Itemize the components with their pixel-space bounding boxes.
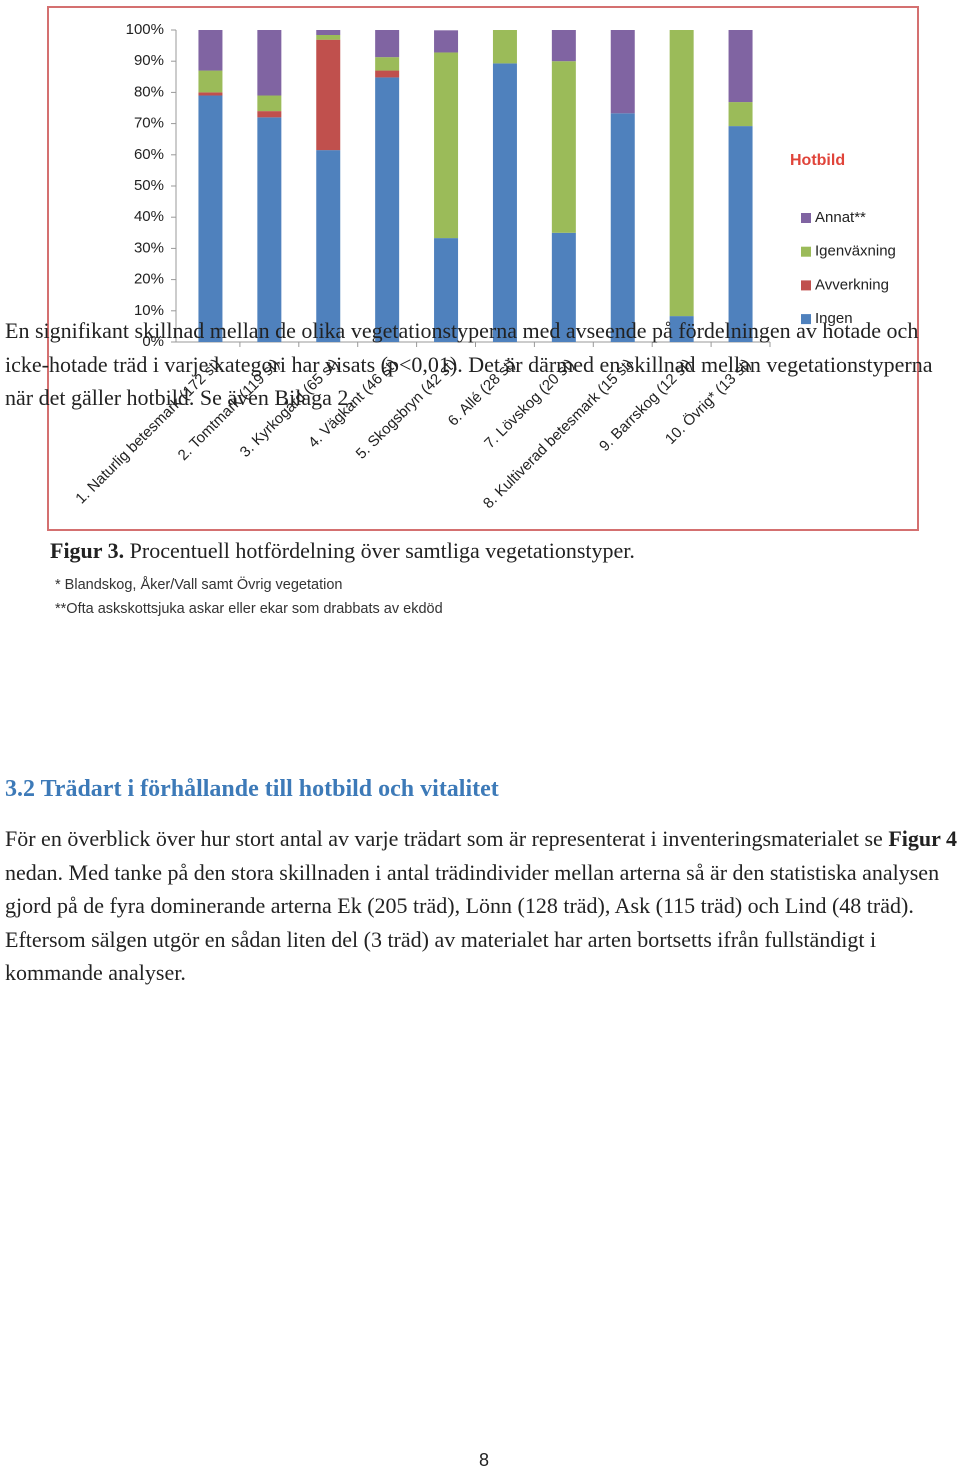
bar-segment — [375, 77, 400, 342]
bar-segment — [728, 126, 753, 342]
bar-segment — [316, 30, 341, 35]
bar-segment — [316, 150, 341, 342]
footnote: **Ofta askskottsjuka askar eller ekar so… — [55, 601, 443, 617]
bar-segment — [610, 113, 635, 342]
legend-swatch — [801, 213, 811, 223]
bar-segment — [434, 30, 459, 53]
page-number: 8 — [478, 1450, 489, 1470]
bar-segment — [375, 70, 400, 78]
legend-label: Igenväxning — [815, 243, 896, 260]
bar-segment — [198, 70, 223, 93]
bar-segment — [316, 34, 341, 40]
text: För en överblick över hur stort antal av… — [5, 826, 883, 851]
bar-segment — [551, 30, 576, 62]
y-tick-label: 30% — [134, 239, 164, 256]
paragraph: En signifikant skillnad mellan de olika … — [5, 318, 933, 411]
y-tick-label: 20% — [134, 271, 164, 288]
caption-label: Figur 3. — [50, 538, 125, 563]
bar-segment — [198, 95, 223, 343]
bar-segment — [375, 57, 400, 71]
y-tick-label: 10% — [134, 302, 164, 319]
legend-label: Annat** — [815, 209, 866, 226]
y-tick-label: 60% — [134, 146, 164, 163]
bar-segment — [610, 30, 635, 114]
legend-label: Ingen — [815, 310, 853, 327]
legend-swatch — [801, 280, 811, 291]
bar-segment — [375, 30, 400, 58]
y-tick-label: 50% — [134, 177, 164, 194]
y-tick-label: 40% — [134, 208, 164, 225]
bar-segment — [198, 30, 223, 71]
chart-frame — [47, 6, 919, 531]
legend-swatch — [801, 246, 811, 257]
bar-segment — [492, 63, 517, 342]
bar-segment — [257, 111, 282, 118]
bar-segment — [669, 316, 694, 342]
chart: Hotbild 0% 10% 20% 30% 40% 50% 60% 70% 80% 90% 100… — [47, 6, 919, 531]
y-tick-label: 80% — [134, 83, 164, 100]
legend-swatch — [801, 314, 811, 325]
y-tick-label: 70% — [134, 115, 164, 132]
figure-ref: Figur 4 — [888, 826, 957, 851]
bar-segment — [728, 30, 753, 103]
bar-segment — [434, 52, 459, 239]
caption: Figur 3. Procentuell hotfördelning över … — [50, 538, 635, 564]
bar-segment — [728, 102, 753, 127]
bar-segment — [669, 30, 694, 317]
legend-title: Hotbild — [790, 152, 845, 169]
text: nedan. Med tanke på den stora skillnaden… — [5, 859, 940, 986]
bar-segment — [316, 39, 341, 151]
bar-segment — [257, 30, 282, 96]
bar-segment — [551, 232, 576, 342]
bar-segment — [198, 92, 223, 96]
bar-segment — [257, 117, 282, 342]
paragraph: För en överblick över hur stort antal av… — [5, 822, 960, 990]
bar-segment — [551, 61, 576, 233]
bar-segment — [257, 95, 282, 112]
bar-segment — [492, 30, 517, 64]
footnote: * Blandskog, Åker/Vall samt Övrig vegeta… — [55, 577, 343, 593]
y-tick-label: 0% — [142, 333, 164, 350]
legend-label: Avverkning — [815, 276, 889, 293]
caption-text: Procentuell hotfördelning över samtliga … — [129, 538, 635, 563]
y-tick-label: 90% — [134, 52, 164, 69]
bar-segment — [434, 238, 459, 342]
y-tick-label: 100% — [126, 21, 164, 38]
section-heading: 3.2 Trädart i förhållande till hotbild o… — [5, 776, 499, 802]
